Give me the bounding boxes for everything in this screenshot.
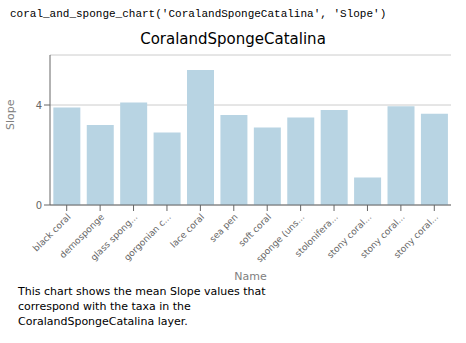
svg-text:stony coral...: stony coral... xyxy=(392,212,440,260)
html-text:CoralandSpongeCatalina layer.: CoralandSpongeCatalina layer. xyxy=(18,315,188,328)
svg-text:sponge (uns...: sponge (uns... xyxy=(254,211,307,265)
svg-text:Name: Name xyxy=(234,270,267,280)
svg-text:stolonifera...: stolonifera... xyxy=(293,211,340,259)
svg-text:gorgonian c...: gorgonian c... xyxy=(122,212,173,263)
html-text:CoralandSpongeCatalina: CoralandSpongeCatalina xyxy=(140,30,326,48)
svg-text:lace coral: lace coral xyxy=(168,212,206,250)
svg-text:Slope: Slope xyxy=(8,99,17,130)
svg-text:black coral: black coral xyxy=(31,211,73,254)
svg-text:soft coral: soft coral xyxy=(236,211,274,249)
svg-text:0: 0 xyxy=(36,200,42,211)
svg-text:demosponge: demosponge xyxy=(57,211,107,261)
html-text:correspond with the taxa in th: correspond with the taxa in the xyxy=(18,300,191,313)
svg-text:4: 4 xyxy=(36,100,42,111)
html-text:coral_and_sponge_chart('Corala: coral_and_sponge_chart('CoralandSpongeCa… xyxy=(10,8,387,20)
svg-text:sea pen: sea pen xyxy=(208,212,240,244)
svg-text:stony coral...: stony coral... xyxy=(325,211,374,261)
html-text:This chart shows the mean Slop: This chart shows the mean Slope values t… xyxy=(18,285,266,298)
svg-text:glass spong...: glass spong... xyxy=(88,211,140,263)
svg-text:stony coral...: stony coral... xyxy=(358,211,407,261)
